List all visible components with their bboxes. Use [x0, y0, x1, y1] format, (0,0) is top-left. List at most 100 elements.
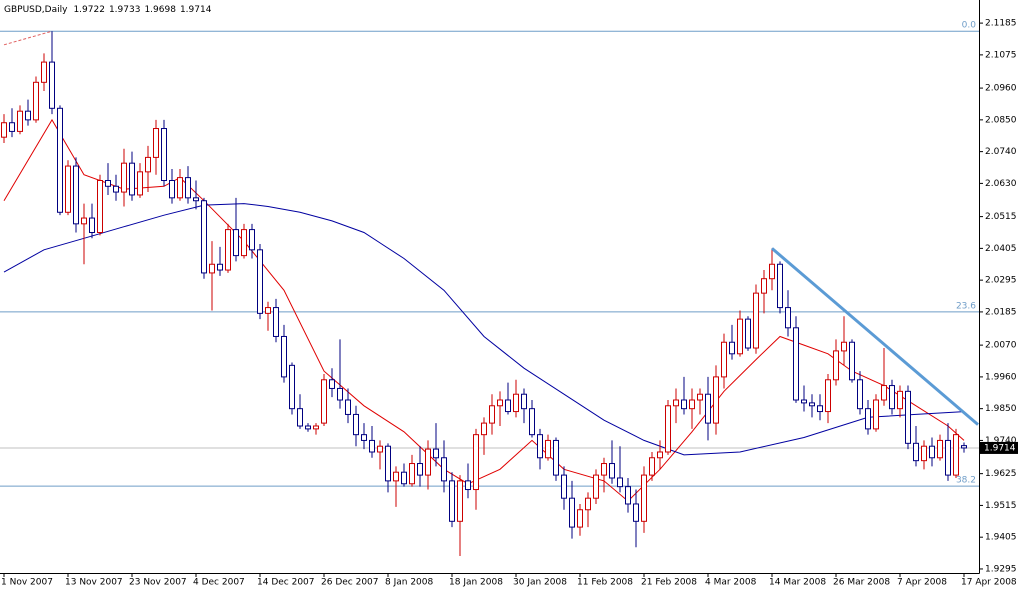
candle-body: [705, 393, 711, 424]
candle-body: [801, 399, 807, 404]
candle-body: [249, 229, 255, 251]
candle-body: [745, 318, 751, 349]
candle-body: [409, 463, 415, 485]
candle-body: [601, 463, 607, 476]
candle-body: [481, 422, 487, 436]
x-tick-label: 17 Apr 2008: [961, 578, 1017, 588]
candle-body: [953, 434, 959, 476]
candle-body: [457, 480, 463, 522]
candle-body: [33, 81, 39, 121]
candle-body: [833, 350, 839, 381]
x-tick-label: 4 Mar 2008: [705, 578, 757, 588]
candle-body: [417, 463, 423, 476]
candle-body: [841, 341, 847, 352]
candle-body: [617, 477, 623, 488]
x-tick-label: 4 Dec 2007: [193, 578, 245, 588]
candle-body: [289, 364, 295, 410]
candle-body: [97, 180, 103, 233]
candle-body: [897, 390, 903, 410]
candle-body: [545, 439, 551, 459]
y-tick-label: 2.0630: [985, 179, 1017, 189]
candle-body: [225, 229, 231, 271]
candle-body: [433, 448, 439, 459]
candle-body: [473, 434, 479, 491]
candle-body: [137, 171, 143, 196]
y-tick-label: 2.0070: [985, 341, 1017, 351]
candle-body: [297, 408, 303, 427]
y-tick-label: 1.9740: [985, 436, 1017, 446]
candle-body: [961, 445, 967, 449]
y-tick-label: 2.0405: [985, 244, 1017, 254]
trendline: [3, 30, 53, 46]
x-tick-label: 18 Jan 2008: [449, 578, 503, 588]
candle-body: [809, 402, 815, 407]
candle-body: [881, 385, 887, 401]
candle-body: [889, 385, 895, 410]
candle-body: [465, 480, 471, 491]
chart-title: GBPUSD,Daily 1.9722 1.9733 1.9698 1.9714: [4, 5, 212, 15]
candle-body: [729, 341, 735, 355]
candle-body: [401, 471, 407, 485]
y-tick-label: 2.1075: [985, 50, 1017, 60]
candle-body: [529, 408, 535, 436]
candle-body: [697, 393, 703, 401]
candle-body: [737, 318, 743, 355]
candle-body: [217, 263, 223, 271]
candle-body: [49, 61, 55, 109]
candle-body: [825, 379, 831, 413]
candle-body: [785, 307, 791, 329]
candle-body: [657, 451, 663, 459]
candle-body: [345, 399, 351, 415]
x-tick-label: 26 Mar 2008: [833, 578, 890, 588]
candle-body: [169, 180, 175, 199]
candle-body: [265, 307, 271, 314]
candle-body: [777, 263, 783, 309]
x-tick-label: 13 Nov 2007: [65, 578, 123, 588]
candle-body: [873, 399, 879, 430]
candle-body: [257, 249, 263, 314]
candle-body: [929, 445, 935, 459]
candle-body: [641, 474, 647, 522]
open-value: 1.9722: [73, 5, 105, 15]
candle-body: [369, 439, 375, 453]
candle-body: [81, 217, 87, 225]
candle-body: [377, 445, 383, 453]
candle-body: [761, 278, 767, 294]
candle-body: [585, 497, 591, 511]
x-tick-label: 11 Feb 2008: [577, 578, 633, 588]
candle-body: [65, 165, 71, 213]
candle-body: [769, 263, 775, 280]
candle-body: [201, 200, 207, 274]
low-value: 1.9698: [144, 5, 176, 15]
y-tick-label: 1.9405: [985, 533, 1017, 543]
fib-level-label: 0.0: [962, 21, 977, 31]
price-label: 1.9714: [984, 443, 1016, 453]
fib-level-label: 38.2: [956, 476, 976, 486]
candle-body: [313, 425, 319, 430]
candle-body: [865, 408, 871, 430]
candle-body: [121, 162, 127, 193]
candle-body: [945, 439, 951, 476]
candle-body: [913, 442, 919, 462]
moving-average: [3, 203, 965, 456]
candle-body: [329, 379, 335, 389]
candle-body: [41, 61, 47, 83]
candle-body: [361, 434, 367, 441]
y-tick-label: 2.0850: [985, 115, 1017, 125]
candle-body: [161, 128, 167, 182]
candle-body: [209, 263, 215, 274]
candle-body: [393, 471, 399, 482]
candle-body: [681, 399, 687, 410]
candle-body: [905, 390, 911, 444]
candle-body: [153, 128, 159, 158]
y-tick-label: 1.9295: [985, 564, 1017, 574]
candle-body: [721, 341, 727, 378]
candle-body: [857, 379, 863, 410]
candle-body: [25, 110, 31, 121]
candle-body: [129, 162, 135, 196]
high-value: 1.9733: [109, 5, 141, 15]
candle-body: [489, 405, 495, 424]
x-tick-label: 8 Jan 2008: [385, 578, 433, 588]
